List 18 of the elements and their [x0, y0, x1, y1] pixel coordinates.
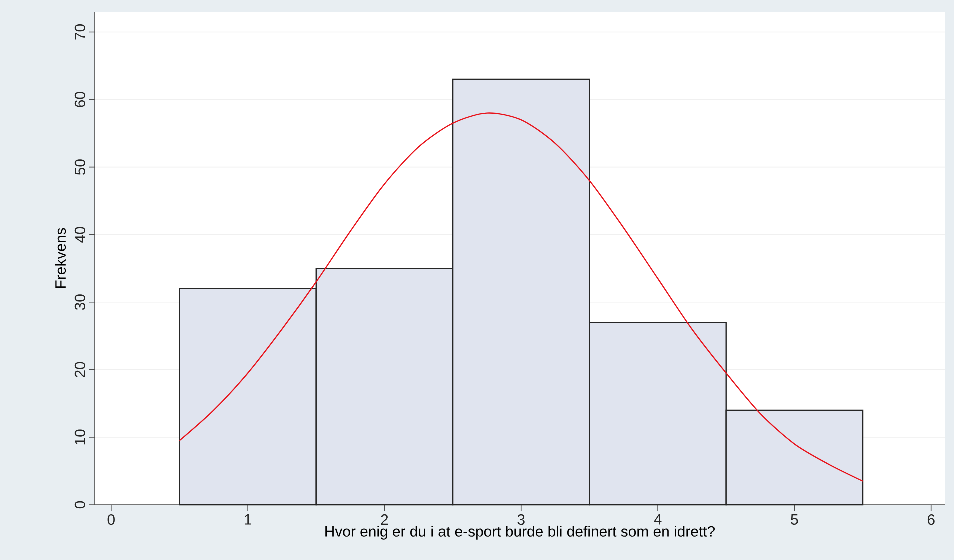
x-tick-label: 4: [654, 514, 662, 525]
x-tick-label: 3: [518, 514, 525, 526]
x-tick-label: 6: [928, 514, 935, 526]
y-axis-title: Frekvens: [55, 228, 66, 288]
y-tick-label: 20: [74, 362, 86, 378]
x-tick-label: 5: [791, 514, 798, 525]
x-tick-label: 2: [381, 514, 388, 525]
line-series: [179, 112, 864, 482]
x-tick-label: 1: [245, 514, 252, 525]
y-tick-label: 0: [74, 501, 86, 509]
y-tick-label: 30: [74, 294, 86, 310]
x-axis-title: Hvor enig er du i at e-sport burde bli definert som en idrett?: [326, 526, 715, 540]
y-tick-label: 60: [74, 92, 86, 108]
x-tick-label: 0: [108, 514, 115, 526]
y-tick-label: 40: [74, 227, 86, 243]
y-tick-label: 10: [74, 430, 86, 445]
y-tick-label: 70: [74, 24, 86, 40]
y-tick-label: 50: [74, 160, 86, 176]
